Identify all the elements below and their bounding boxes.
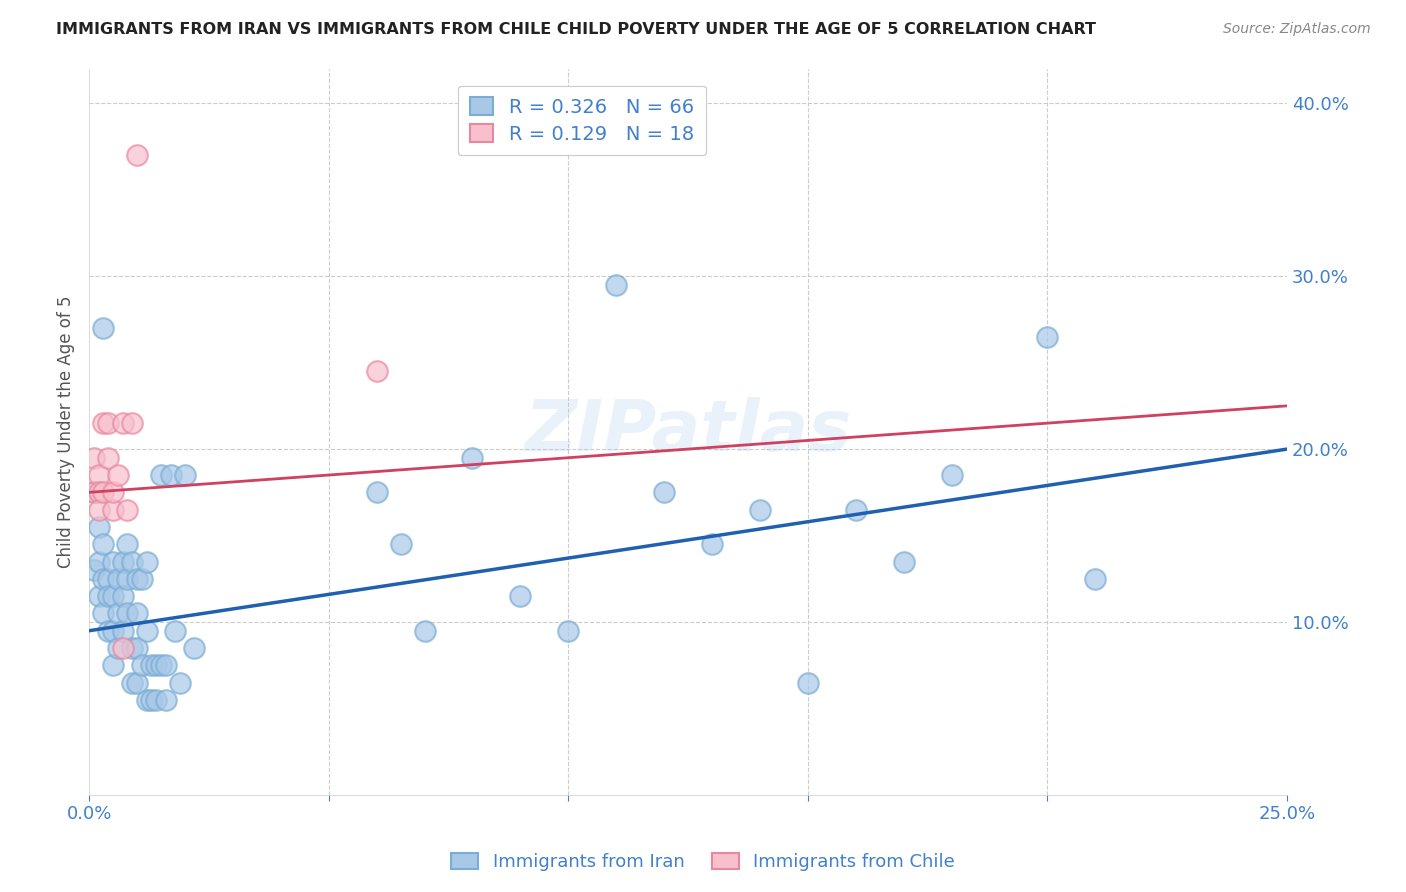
Point: [125, 148, 148, 162]
Point: [366, 364, 388, 378]
Point: [111, 624, 134, 638]
Point: [652, 485, 675, 500]
Point: [135, 624, 157, 638]
Point: [149, 468, 172, 483]
Point: [125, 607, 148, 621]
Point: [461, 450, 484, 465]
Text: ZIPatlas: ZIPatlas: [524, 397, 852, 467]
Point: [93, 321, 115, 335]
Point: [117, 607, 139, 621]
Legend: R = 0.326   N = 66, R = 0.129   N = 18: R = 0.326 N = 66, R = 0.129 N = 18: [458, 86, 706, 155]
Point: [87, 468, 110, 483]
Point: [366, 485, 388, 500]
Point: [107, 572, 129, 586]
Point: [87, 555, 110, 569]
Point: [101, 589, 124, 603]
Point: [845, 502, 868, 516]
Point: [174, 468, 197, 483]
Point: [101, 624, 124, 638]
Point: [93, 537, 115, 551]
Point: [107, 468, 129, 483]
Point: [97, 589, 120, 603]
Y-axis label: Child Poverty Under the Age of 5: Child Poverty Under the Age of 5: [58, 295, 75, 568]
Text: Source: ZipAtlas.com: Source: ZipAtlas.com: [1223, 22, 1371, 37]
Point: [1084, 572, 1107, 586]
Point: [135, 693, 157, 707]
Point: [155, 658, 177, 673]
Point: [83, 450, 105, 465]
Point: [97, 572, 120, 586]
Point: [87, 520, 110, 534]
Text: IMMIGRANTS FROM IRAN VS IMMIGRANTS FROM CHILE CHILD POVERTY UNDER THE AGE OF 5 C: IMMIGRANTS FROM IRAN VS IMMIGRANTS FROM …: [56, 22, 1097, 37]
Point: [183, 640, 205, 655]
Point: [169, 675, 191, 690]
Point: [389, 537, 412, 551]
Point: [155, 693, 177, 707]
Point: [141, 658, 163, 673]
Point: [413, 624, 436, 638]
Point: [145, 693, 167, 707]
Point: [107, 640, 129, 655]
Point: [97, 450, 120, 465]
Point: [87, 589, 110, 603]
Point: [111, 589, 134, 603]
Point: [111, 640, 134, 655]
Point: [93, 416, 115, 430]
Point: [121, 555, 143, 569]
Point: [1036, 329, 1059, 343]
Point: [93, 572, 115, 586]
Point: [83, 563, 105, 577]
Point: [893, 555, 915, 569]
Point: [145, 658, 167, 673]
Point: [97, 624, 120, 638]
Point: [141, 693, 163, 707]
Point: [797, 675, 820, 690]
Point: [83, 485, 105, 500]
Point: [97, 416, 120, 430]
Point: [125, 675, 148, 690]
Point: [117, 572, 139, 586]
Point: [941, 468, 963, 483]
Point: [121, 675, 143, 690]
Point: [111, 555, 134, 569]
Point: [87, 502, 110, 516]
Point: [749, 502, 772, 516]
Point: [93, 607, 115, 621]
Point: [149, 658, 172, 673]
Point: [107, 607, 129, 621]
Point: [101, 485, 124, 500]
Point: [700, 537, 723, 551]
Point: [111, 416, 134, 430]
Point: [557, 624, 579, 638]
Legend: Immigrants from Iran, Immigrants from Chile: Immigrants from Iran, Immigrants from Ch…: [444, 846, 962, 879]
Point: [509, 589, 531, 603]
Point: [131, 658, 153, 673]
Point: [93, 485, 115, 500]
Point: [135, 555, 157, 569]
Point: [159, 468, 181, 483]
Point: [101, 502, 124, 516]
Point: [101, 658, 124, 673]
Point: [83, 485, 105, 500]
Point: [101, 555, 124, 569]
Point: [117, 502, 139, 516]
Point: [121, 640, 143, 655]
Point: [165, 624, 187, 638]
Point: [121, 416, 143, 430]
Point: [125, 640, 148, 655]
Point: [87, 485, 110, 500]
Point: [125, 572, 148, 586]
Point: [131, 572, 153, 586]
Point: [117, 537, 139, 551]
Point: [605, 277, 627, 292]
